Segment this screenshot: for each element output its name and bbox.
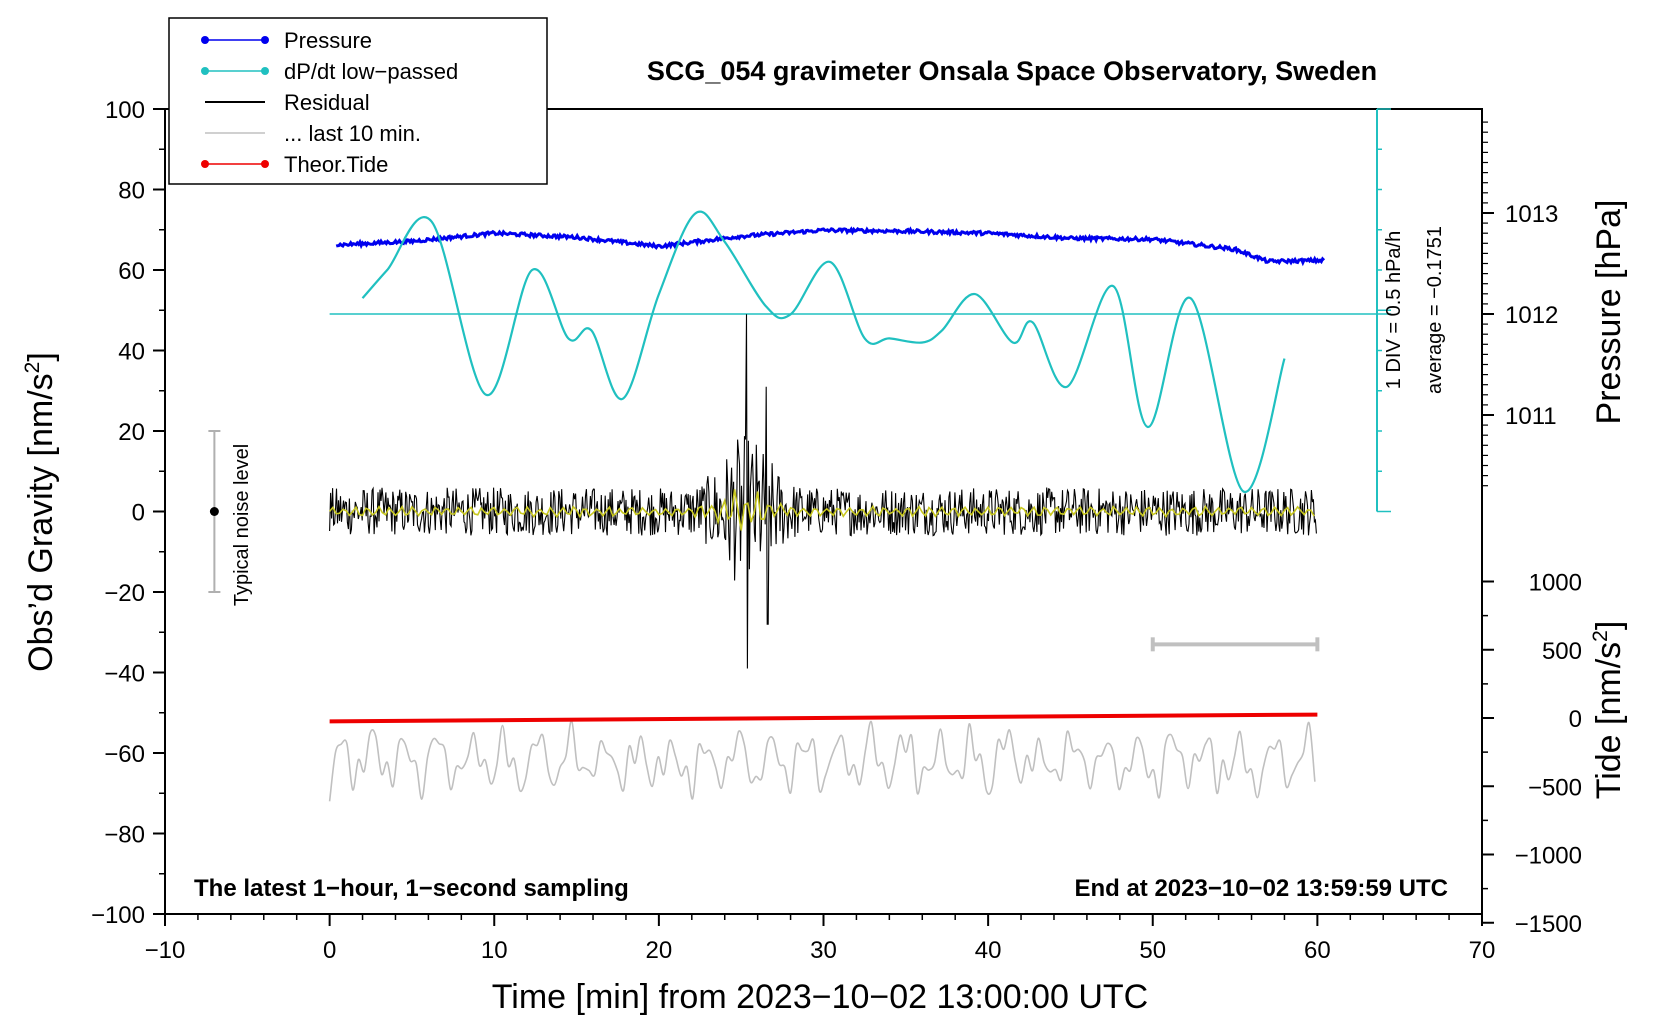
legend-label: Pressure	[284, 28, 372, 53]
x-tick-label: 30	[810, 937, 837, 964]
noise-level-label: Typical noise level	[231, 444, 253, 606]
y-tick-label: 60	[118, 258, 145, 285]
dpdt-scale-label: 1 DIV = 0.5 hPa/h	[1383, 231, 1405, 389]
x-axis-label: Time [min] from 2023−10−02 13:00:00 UTC	[492, 978, 1148, 1016]
pressure-tick-label: 1011	[1505, 403, 1557, 430]
x-tick-label: 70	[1469, 937, 1496, 964]
x-tick-label: 60	[1304, 937, 1331, 964]
legend-marker	[201, 36, 209, 44]
legend-label: ... last 10 min.	[284, 121, 421, 146]
x-tick-label: 0	[323, 937, 336, 964]
y-tick-label: −20	[104, 580, 145, 607]
y-tick-label: 40	[118, 339, 145, 366]
tide-tick-label: −1000	[1515, 843, 1582, 870]
tide-tick-label: 500	[1542, 638, 1582, 665]
legend-marker	[261, 160, 269, 168]
x-tick-label: −10	[145, 937, 186, 964]
y-tick-label: 0	[132, 500, 145, 527]
dpdt-series	[361, 210, 1286, 493]
note-left: The latest 1−hour, 1−second sampling	[194, 875, 629, 902]
legend-label: Theor.Tide	[284, 152, 388, 177]
y-tick-label: 20	[118, 419, 145, 446]
y-tick-label: −80	[104, 822, 145, 849]
legend-label: Residual	[284, 90, 370, 115]
y-axis-label-left: Obs’d Gravity [nm/s2]	[21, 352, 60, 672]
last-10-min-series	[328, 719, 1316, 802]
tide-tick-label: −500	[1528, 774, 1582, 801]
y-tick-label: −100	[91, 902, 145, 929]
legend-marker	[201, 67, 209, 75]
tide-tick-label: −1500	[1515, 911, 1582, 938]
x-tick-label: 20	[646, 937, 673, 964]
residual-filtered-series	[328, 489, 1315, 531]
note-right: End at 2023−10−02 13:59:59 UTC	[1074, 875, 1448, 902]
legend-label: dP/dt low−passed	[284, 59, 458, 84]
chart-title: SCG_054 gravimeter Onsala Space Observat…	[647, 56, 1377, 86]
tide-tick-label: 1000	[1529, 570, 1582, 597]
y-axis-label-pressure: Pressure [hPa]	[1590, 200, 1628, 425]
legend-marker	[201, 160, 209, 168]
y-tick-label: −40	[104, 661, 145, 688]
x-tick-label: 40	[975, 937, 1002, 964]
x-tick-label: 50	[1139, 937, 1166, 964]
residual-series	[329, 314, 1317, 669]
dpdt-average-label: average = −0.1751	[1424, 226, 1446, 394]
y-tick-label: 80	[118, 178, 145, 205]
noise-level-dot	[209, 507, 219, 516]
y-tick-label: −60	[104, 741, 145, 768]
y-tick-label: 100	[105, 97, 145, 124]
pressure-series	[335, 226, 1326, 267]
legend: Pressure dP/dt low−passed Residual ... last…	[168, 17, 548, 185]
legend-marker	[261, 67, 269, 75]
x-tick-label: 10	[481, 937, 508, 964]
legend-marker	[261, 36, 269, 44]
tide-tick-label: 0	[1569, 706, 1582, 733]
theoretical-tide-series	[329, 712, 1318, 724]
y-axis-label-tide: Tide [nm/s2]	[1589, 621, 1628, 800]
pressure-tick-label: 1012	[1505, 302, 1558, 329]
pressure-tick-label: 1013	[1505, 201, 1558, 228]
